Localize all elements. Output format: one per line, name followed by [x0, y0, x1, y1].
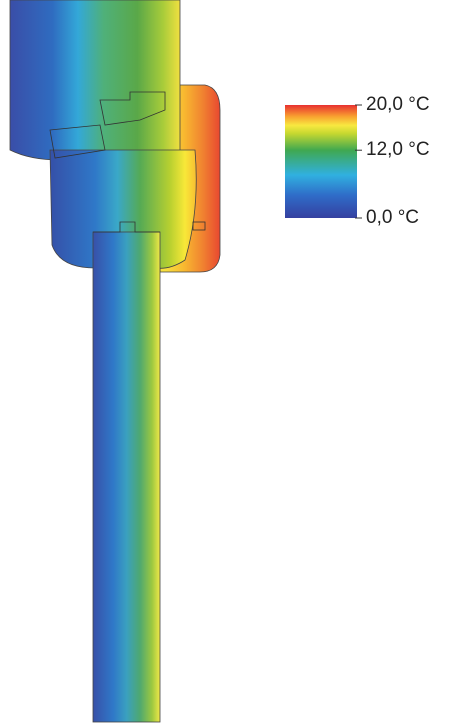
tick-label: 0,0 °C [366, 207, 419, 228]
upper-frame [10, 0, 180, 160]
thermal-figure: 20,0 °C 12,0 °C 0,0 °C [0, 0, 451, 726]
color-scale [285, 105, 357, 218]
tick-label: 20,0 °C [366, 94, 430, 115]
tick-label: 12,0 °C [366, 139, 430, 160]
stem [93, 232, 160, 722]
legend: 20,0 °C 12,0 °C 0,0 °C [355, 94, 430, 228]
